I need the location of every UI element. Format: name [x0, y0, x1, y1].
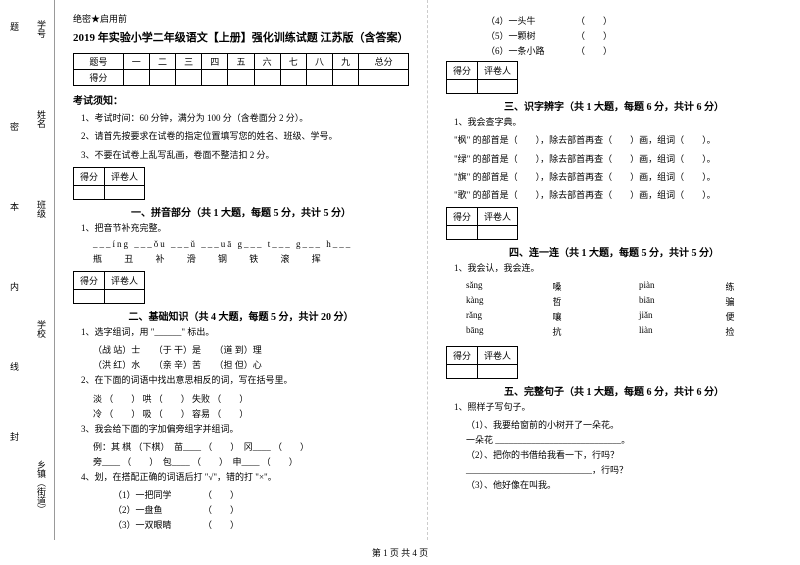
- left-column: 绝密★启用前 2019 年实验小学二年级语文【上册】强化训练试题 江苏版（含答案…: [55, 0, 428, 540]
- q: 1、选字组词，用 "______" 标出。: [73, 325, 409, 340]
- binding-margin: 学号 姓名 班级 学校 乡镇（街道） 题 密 本 内 线 封: [0, 0, 55, 540]
- section5-title: 五、完整句子（共 1 大题，每题 6 分，共计 6 分）: [446, 383, 782, 398]
- grader-table: 得分评卷人: [73, 271, 145, 304]
- opt: （战 站）士 （于 干）是 （道 到）理: [93, 343, 409, 356]
- cell: 评卷人: [105, 272, 145, 290]
- section4-title: 四、连一连（共 1 大题，每题 5 分，共计 5 分）: [446, 244, 782, 259]
- notice-item: 2、请首先按要求在试卷的指定位置填写您的姓名、班级、学号。: [73, 129, 409, 144]
- opt: （6）一条小路 （ ）: [466, 44, 782, 57]
- th: 四: [202, 54, 228, 70]
- opt: （2）一盘鱼 （ ）: [93, 503, 409, 516]
- cell: 评卷人: [478, 208, 518, 226]
- cell: 评卷人: [478, 62, 518, 80]
- mark: 线: [10, 360, 19, 373]
- q: 1、我会认，我会连。: [446, 261, 782, 276]
- mark: 内: [10, 280, 19, 293]
- row: "旗" 的部首是（ ），除去部首再查（ ）画，组词（ ）。: [446, 170, 782, 185]
- grader-table: 得分评卷人: [446, 61, 518, 94]
- th: 九: [333, 54, 359, 70]
- cell: 得分: [447, 208, 478, 226]
- opt: 旁____ （ ） 包____ （ ） 申____ （ ）: [93, 455, 409, 468]
- side-label-class: 班级: [35, 200, 48, 218]
- item: （1）、我要给窗前的小树开了一朵花。: [466, 418, 782, 431]
- opt: （洪 红）水 （亲 辛）苦 （担 但）心: [93, 358, 409, 371]
- item: （2）、把你的书借给我看一下，行吗？: [466, 448, 782, 461]
- item: 一朵花 ____________________________。: [466, 433, 782, 446]
- section2-title: 二、基础知识（共 4 大题，每题 5 分，共计 20 分）: [73, 308, 409, 323]
- opt: 淡 （ ） 哄 （ ） 失败 （ ）: [93, 392, 409, 405]
- match-row: sǎng嗓piàn练: [446, 280, 782, 293]
- right-column: （4）一头牛 （ ） （5）一颗树 （ ） （6）一条小路 （ ） 得分评卷人 …: [428, 0, 800, 540]
- cell: 评卷人: [478, 346, 518, 364]
- th: 五: [228, 54, 254, 70]
- grader-table: 得分评卷人: [446, 346, 518, 379]
- notice-item: 3、不要在试卷上乱写乱画，卷面不整洁扣 2 分。: [73, 148, 409, 163]
- th: 七: [280, 54, 306, 70]
- th: 三: [176, 54, 202, 70]
- th: 一: [123, 54, 149, 70]
- grader-table: 得分评卷人: [73, 167, 145, 200]
- opt: （3）一双眼睛 （ ）: [93, 518, 409, 531]
- mark: 本: [10, 200, 19, 213]
- opt: （4）一头牛 （ ）: [466, 14, 782, 27]
- match-row: bāng抗liàn捡: [446, 325, 782, 338]
- cell: 得分: [447, 346, 478, 364]
- pinyin-row: ___íng ___ǒu ___ǔ ___uā g___ t___ g___ h…: [73, 239, 409, 249]
- q: 3、我会给下面的字加偏旁组字并组词。: [73, 422, 409, 437]
- mark: 封: [10, 430, 19, 443]
- match-row: kàng哲biān骗: [446, 295, 782, 308]
- cell: 得分: [74, 272, 105, 290]
- page-footer: 第 1 页 共 4 页: [0, 546, 800, 559]
- opt: 例：其 棋 （下棋） 苗____ （ ） 冈____ （ ）: [93, 440, 409, 453]
- cell: 得分: [447, 62, 478, 80]
- opt: （1）一把同学 （ ）: [93, 488, 409, 501]
- score-table: 题号 一 二 三 四 五 六 七 八 九 总分 得分: [73, 53, 409, 86]
- row-label: 得分: [74, 70, 124, 86]
- item: （3）、他好像在叫我。: [466, 478, 782, 491]
- notice-heading: 考试须知：: [73, 92, 409, 107]
- th: 六: [254, 54, 280, 70]
- notice-item: 1、考试时间：60 分钟，满分为 100 分（含卷面分 2 分）。: [73, 111, 409, 126]
- cell: 评卷人: [105, 167, 145, 185]
- confidential-label: 绝密★启用前: [73, 12, 409, 25]
- mark: 密: [10, 120, 19, 133]
- exam-title: 2019 年实验小学二年级语文【上册】强化训练试题 江苏版（含答案）: [73, 29, 409, 45]
- side-label-name: 姓名: [35, 110, 48, 128]
- row: "歌" 的部首是（ ），除去部首再查（ ）画，组词（ ）。: [446, 188, 782, 203]
- cell: 得分: [74, 167, 105, 185]
- row: "绿" 的部首是（ ），除去部首再查（ ）画，组词（ ）。: [446, 152, 782, 167]
- q: 1、我会查字典。: [446, 115, 782, 130]
- side-label-id: 学号: [35, 20, 48, 38]
- th: 二: [149, 54, 175, 70]
- side-label-town: 乡镇（街道）: [35, 460, 48, 514]
- th: 题号: [74, 54, 124, 70]
- opt: 冷 （ ） 吸 （ ） 容易 （ ）: [93, 407, 409, 420]
- mark: 题: [10, 20, 19, 33]
- hanzi-row: 瓶 丑 补 滑 钢 铁 滚 挥: [73, 252, 409, 265]
- q: 1、照样子写句子。: [446, 400, 782, 415]
- section1-title: 一、拼音部分（共 1 大题，每题 5 分，共计 5 分）: [73, 204, 409, 219]
- row: "枫" 的部首是（ ），除去部首再查（ ）画，组词（ ）。: [446, 133, 782, 148]
- match-row: rǎng嚷jiǎn便: [446, 310, 782, 323]
- th: 八: [306, 54, 332, 70]
- q: 1、把音节补充完整。: [73, 221, 409, 236]
- q: 2、在下面的词语中找出意思相反的词，写在括号里。: [73, 373, 409, 388]
- opt: （5）一颗树 （ ）: [466, 29, 782, 42]
- grader-table: 得分评卷人: [446, 207, 518, 240]
- side-label-school: 学校: [35, 320, 48, 338]
- section3-title: 三、识字辨字（共 1 大题，每题 6 分，共计 6 分）: [446, 98, 782, 113]
- th: 总分: [359, 54, 409, 70]
- item: ____________________________，行吗？: [466, 463, 782, 476]
- q: 4、划，在搭配正确的词语后打 "√"，错的打 "×"。: [73, 470, 409, 485]
